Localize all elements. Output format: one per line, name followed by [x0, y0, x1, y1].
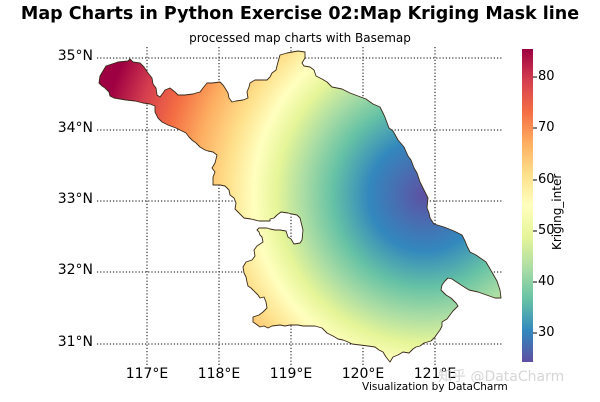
colorbar-tick-70: 70 — [538, 120, 555, 135]
lat-label-32: 32°N — [57, 262, 93, 278]
province-kriging-region — [98, 50, 502, 363]
lon-label-120: 120°E — [341, 366, 385, 382]
lat-label-35: 35°N — [57, 48, 93, 64]
colorbar-tick-40: 40 — [538, 274, 555, 289]
chart-title: Map Charts in Python Exercise 02:Map Kri… — [20, 4, 580, 24]
lat-label-34: 34°N — [57, 120, 93, 136]
lon-label-119: 119°E — [269, 366, 313, 382]
lat-label-33: 33°N — [57, 191, 93, 207]
lon-label-121: 121°E — [413, 366, 457, 382]
watermark: 知乎 @DataCharm — [438, 369, 565, 385]
graticule — [97, 47, 503, 365]
lon-label-118: 118°E — [197, 366, 241, 382]
credit-text: Visualization by DataCharm — [362, 381, 508, 393]
lon-label-117: 117°E — [125, 366, 169, 382]
colorbar — [522, 49, 533, 362]
colorbar-tick-50: 50 — [538, 223, 555, 238]
chart-subtitle: processed map charts with Basemap — [189, 31, 411, 45]
colorbar-label: Kriging_inter — [550, 173, 564, 250]
colorbar-tick-80: 80 — [538, 69, 555, 84]
colorbar-tick-30: 30 — [538, 325, 555, 340]
colorbar-tick-60: 60 — [538, 172, 555, 187]
lat-label-31: 31°N — [57, 334, 93, 350]
